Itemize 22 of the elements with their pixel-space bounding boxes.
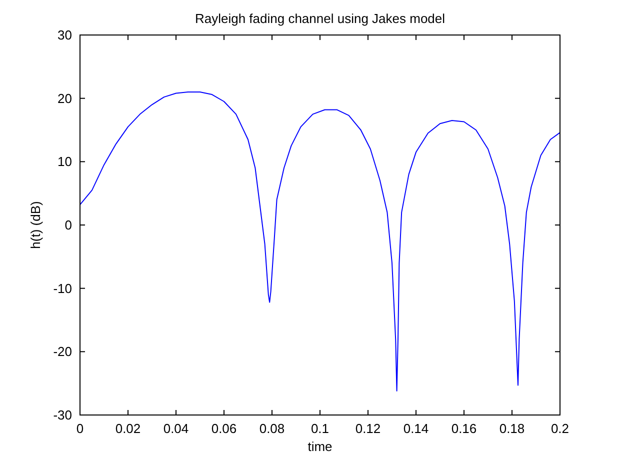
y-tick-label: -10 xyxy=(53,280,72,296)
x-tick-label: 0.08 xyxy=(259,421,285,436)
line-series xyxy=(80,92,560,392)
y-axis-title: h(t) (dB) xyxy=(28,201,43,249)
x-tick-label: 0 xyxy=(76,421,84,436)
y-tick-label: 10 xyxy=(58,154,72,170)
y-tick-label: 30 xyxy=(58,28,72,42)
x-tick-label: 0.12 xyxy=(355,421,381,436)
y-tick-label: -30 xyxy=(53,408,72,422)
x-tick-label: 0.16 xyxy=(451,421,477,436)
y-tick-label: 20 xyxy=(58,90,72,106)
chart-title: Rayleigh fading channel using Jakes model xyxy=(194,11,446,26)
y-tick-label: -20 xyxy=(53,344,72,360)
x-tick-label: 0.14 xyxy=(403,421,429,436)
x-tick-label: 0.18 xyxy=(499,421,525,436)
x-tick-label: 0.06 xyxy=(211,421,237,436)
x-axis-title: time xyxy=(308,439,332,454)
x-tick-label: 0.2 xyxy=(550,421,570,436)
x-tick-label: 0.1 xyxy=(310,421,330,436)
x-tick-label: 0.04 xyxy=(163,421,189,436)
x-tick-label: 0.02 xyxy=(115,421,141,436)
y-tick-label: 0 xyxy=(64,218,72,232)
